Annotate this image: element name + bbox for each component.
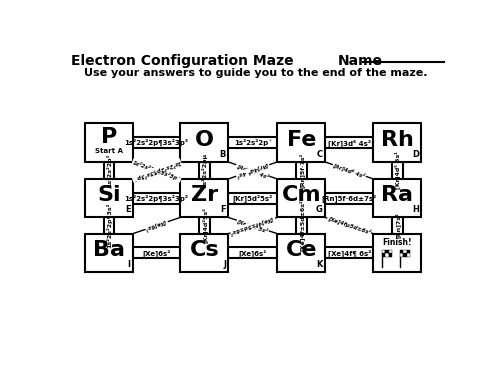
Bar [403, 250, 406, 253]
Text: 1s²2s²2p¶3s²3p²: 1s²2s²2p¶3s²3p² [124, 194, 188, 202]
Bar [406, 250, 410, 253]
Text: 1s²2s²2p¶3s²: 1s²2s²2p¶3s² [106, 203, 112, 248]
FancyBboxPatch shape [374, 234, 422, 272]
Text: 1s²2s²2p´: 1s²2s²2p´ [234, 139, 272, 146]
FancyBboxPatch shape [85, 234, 133, 272]
Text: 1s²2s²2p¶3s²3p³: 1s²2s²2p¶3s²3p³ [124, 139, 188, 146]
Bar [406, 253, 410, 257]
Text: K: K [316, 260, 323, 269]
Text: B: B [220, 150, 226, 159]
Text: [Xe]4f¶ 6s²: [Xe]4f¶ 6s² [328, 249, 371, 257]
Text: [Kr]4d²5s²: [Kr]4d²5s² [202, 208, 207, 243]
Text: P: P [101, 126, 117, 147]
Text: D: D [412, 150, 419, 159]
FancyBboxPatch shape [180, 179, 228, 218]
FancyBboxPatch shape [133, 248, 180, 258]
Text: Rh: Rh [381, 130, 414, 150]
Text: Cm: Cm [282, 185, 321, 205]
Text: 1s²2s²2p¶3s²3p´: 1s²2s²2p¶3s²3p´ [132, 159, 182, 182]
Text: 1s²2s²2p³: 1s²2s²2p³ [106, 154, 112, 187]
Text: O: O [195, 130, 214, 150]
Text: Fe: Fe [286, 130, 316, 150]
Bar [386, 253, 389, 257]
Text: [Xe]6s¹: [Xe]6s¹ [145, 219, 168, 232]
FancyBboxPatch shape [85, 123, 133, 162]
Text: G: G [316, 205, 323, 215]
FancyBboxPatch shape [325, 193, 374, 203]
Text: Electron Configuration Maze: Electron Configuration Maze [72, 54, 294, 68]
FancyBboxPatch shape [228, 248, 277, 258]
Text: Si: Si [97, 185, 121, 205]
FancyBboxPatch shape [296, 218, 306, 234]
Bar [389, 250, 392, 253]
Text: [Rn]5f·7s²: [Rn]5f·7s² [298, 153, 304, 188]
FancyBboxPatch shape [277, 179, 325, 218]
Text: [Xe]6s¹: [Xe]6s¹ [238, 249, 267, 257]
Bar [389, 253, 392, 257]
Bar [400, 253, 403, 257]
FancyBboxPatch shape [180, 234, 228, 272]
Text: Name: Name [338, 54, 382, 68]
FancyBboxPatch shape [133, 193, 180, 203]
Bar [382, 253, 386, 257]
Text: [Xe]4fµ5d±6s²: [Xe]4fµ5d±6s² [327, 216, 372, 235]
Text: J: J [223, 260, 226, 269]
Bar [400, 250, 403, 253]
FancyBboxPatch shape [133, 137, 180, 148]
FancyBboxPatch shape [228, 137, 277, 148]
Text: Finish!: Finish! [382, 239, 412, 247]
Text: H: H [412, 205, 419, 215]
Text: [Ar]4d⁶ 4s²: [Ar]4d⁶ 4s² [332, 162, 366, 179]
Text: 1s²2s²2pµ: 1s²2s²2pµ [202, 153, 207, 188]
FancyBboxPatch shape [199, 218, 210, 234]
FancyBboxPatch shape [104, 162, 115, 179]
FancyBboxPatch shape [104, 218, 115, 234]
FancyBboxPatch shape [228, 193, 277, 203]
Text: F: F [220, 205, 226, 215]
Bar [382, 250, 386, 253]
Text: 1s²2s²2p¶3s²3p´: 1s²2s²2p¶3s²3p´ [132, 159, 182, 182]
Text: [Rn]7s²: [Rn]7s² [394, 213, 400, 239]
FancyBboxPatch shape [180, 123, 228, 162]
FancyBboxPatch shape [374, 179, 422, 218]
Text: [Xe]4f±5d±6s²: [Xe]4f±5d±6s² [230, 216, 276, 235]
FancyBboxPatch shape [325, 248, 374, 258]
FancyBboxPatch shape [392, 162, 402, 179]
Bar [386, 250, 389, 253]
Text: I: I [128, 260, 130, 269]
Text: Zr: Zr [191, 185, 218, 205]
FancyBboxPatch shape [85, 179, 133, 218]
Text: Cs: Cs [190, 240, 219, 260]
Text: [Kr]3d⁶ 4s²: [Kr]3d⁶ 4s² [328, 139, 371, 147]
Text: E: E [125, 205, 130, 215]
Text: [Xe]4f±5d±6s²: [Xe]4f±5d±6s² [298, 200, 304, 251]
Text: Use your answers to guide you to the end of the maze.: Use your answers to guide you to the end… [84, 68, 428, 78]
Text: [Rn]5f·6d±7s²: [Rn]5f·6d±7s² [322, 194, 377, 202]
FancyBboxPatch shape [392, 218, 402, 234]
Text: [Xe]4d²5s²: [Xe]4d²5s² [236, 218, 269, 234]
Text: Ra: Ra [382, 185, 414, 205]
FancyBboxPatch shape [374, 123, 422, 162]
Bar [403, 253, 406, 257]
Text: [Ar]4d⁶ 4s²: [Ar]4d⁶ 4s² [236, 162, 270, 179]
FancyBboxPatch shape [199, 162, 210, 179]
Text: [Ar]3d⁶ 4s²: [Ar]3d⁶ 4s² [236, 162, 270, 179]
Text: Start A: Start A [95, 148, 123, 154]
FancyBboxPatch shape [277, 234, 325, 272]
FancyBboxPatch shape [296, 162, 306, 179]
FancyBboxPatch shape [325, 137, 374, 148]
Text: Ba: Ba [93, 240, 125, 260]
Text: C: C [317, 150, 323, 159]
FancyBboxPatch shape [277, 123, 325, 162]
Text: [Xe]6s²: [Xe]6s² [142, 249, 171, 257]
Text: [Kr]4d⁵ 5s¹: [Kr]4d⁵ 5s¹ [394, 152, 400, 189]
Text: Ce: Ce [286, 240, 317, 260]
Text: [Kr]5d²5s²: [Kr]5d²5s² [232, 194, 273, 202]
